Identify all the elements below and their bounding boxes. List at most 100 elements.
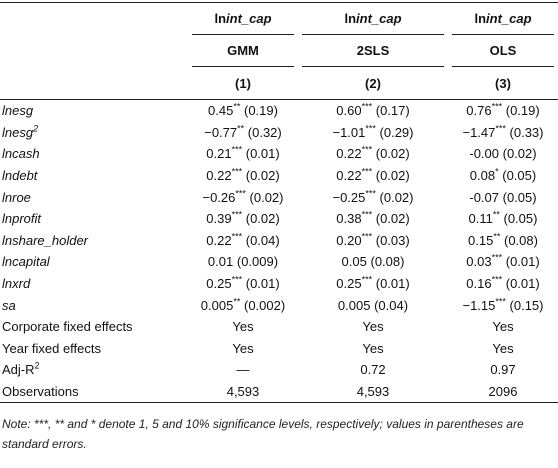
standard-error: (0.29) — [379, 124, 414, 140]
column-number: (3) — [495, 75, 511, 91]
coefficient: 0.005 — [200, 297, 234, 313]
coefficient: Yes — [492, 319, 514, 335]
coefficient: 0.22 — [336, 146, 362, 162]
standard-error: (0.19) — [505, 103, 540, 119]
significance-stars: *** — [491, 274, 503, 285]
coefficient: 0.11 — [468, 211, 493, 227]
coefficient: 0.76 — [466, 103, 492, 119]
data-row: Year fixed effects Yes Yes Yes — [0, 338, 558, 360]
row-label: lncash — [0, 143, 188, 165]
standard-error: (0.01) — [505, 254, 540, 270]
method: 2SLS — [302, 35, 444, 67]
significance-stars: * — [495, 166, 499, 177]
cell: 0.15** (0.08) — [448, 230, 558, 252]
cell: 0.76*** (0.19) — [448, 100, 558, 122]
header-cell: GMM — [188, 35, 298, 67]
cell: 0.005 (0.04) — [298, 294, 448, 316]
cell: 0.25*** (0.01) — [188, 273, 298, 295]
cell: Yes — [448, 338, 558, 360]
cell: 0.25*** (0.01) — [298, 273, 448, 295]
cell: −0.25*** (0.02) — [298, 186, 448, 208]
data-row: lnshare_holder 0.22*** (0.04) 0.20*** (0.0… — [0, 230, 558, 252]
label-text: lnesg — [2, 103, 34, 119]
coefficient: Yes — [492, 340, 514, 356]
coefficient: 0.22 — [206, 232, 232, 248]
data-row: Adj-R2 — 0.72 0.97 — [0, 359, 558, 381]
row-label: lnesg — [0, 100, 188, 122]
data-row: lncash 0.21*** (0.01) 0.22*** (0.02) -0.00 … — [0, 143, 558, 165]
header-cell: (3) — [448, 67, 558, 100]
standard-error: (0.02) — [245, 211, 280, 227]
cell: −1.15*** (0.15) — [448, 294, 558, 316]
standard-error: (0.002) — [243, 297, 286, 313]
coefficient: −1.15 — [462, 297, 496, 313]
coefficient: −0.77 — [204, 124, 238, 140]
row-label: lncapital — [0, 251, 188, 273]
standard-error: (0.05) — [502, 189, 537, 205]
dep-italic: int_cap — [356, 11, 402, 26]
coefficient: 0.60 — [336, 103, 362, 119]
cell: 0.11** (0.05) — [448, 208, 558, 230]
header-row: GMM 2SLS OLS — [0, 35, 558, 67]
significance-stars: *** — [491, 253, 503, 264]
cell: 0.22*** (0.04) — [188, 230, 298, 252]
significance-stars: *** — [491, 101, 503, 112]
standard-error: (0.32) — [247, 124, 282, 140]
label-text: Adj-R — [2, 362, 35, 378]
cell: 0.60*** (0.17) — [298, 100, 448, 122]
coefficient: -0.07 — [469, 189, 500, 205]
dep-italic: int_cap — [486, 11, 532, 26]
method: GMM — [192, 35, 294, 67]
standard-error: (0.08) — [370, 254, 405, 270]
cell: 0.20*** (0.03) — [298, 230, 448, 252]
coefficient: 0.05 — [341, 254, 367, 270]
cell: 0.16*** (0.01) — [448, 273, 558, 295]
standard-error: (0.05) — [502, 168, 537, 184]
cell: 0.01 (0.009) — [188, 251, 298, 273]
data-row: Observations 4,593 4,593 2096 — [0, 381, 558, 403]
significance-stars: *** — [361, 209, 373, 220]
coefficient: -0.00 — [469, 146, 500, 162]
data-row: lnesg 0.45** (0.19) 0.60*** (0.17) 0.76*** … — [0, 100, 558, 122]
coefficient: 0.03 — [466, 254, 492, 270]
header-cell — [0, 67, 188, 100]
coefficient: Yes — [232, 340, 254, 356]
significance-stars: *** — [361, 166, 373, 177]
row-label: Year fixed effects — [0, 338, 188, 360]
label-text: lncash — [2, 146, 40, 162]
significance-stars: *** — [365, 123, 376, 134]
label-text: lnesg2 — [2, 123, 39, 140]
cell: −0.26*** (0.02) — [188, 186, 298, 208]
standard-error: (0.17) — [375, 103, 410, 119]
cell: -0.07 (0.05) — [448, 186, 558, 208]
coefficient: −0.25 — [332, 189, 366, 205]
significance-stars: *** — [361, 231, 373, 242]
significance-stars: *** — [361, 101, 373, 112]
standard-error: (0.08) — [503, 232, 538, 248]
dep-prefix: ln — [344, 11, 357, 26]
label-text: lnxrd — [2, 276, 31, 292]
cell: −1.47*** (0.33) — [448, 122, 558, 144]
standard-error: (0.02) — [502, 146, 537, 162]
standard-error: (0.04) — [374, 297, 409, 313]
significance-stars: *** — [231, 274, 243, 285]
label-superscript: 2 — [34, 361, 40, 372]
cell: 0.39*** (0.02) — [188, 208, 298, 230]
coefficient: 0.15 — [468, 232, 494, 248]
standard-error: (0.01) — [245, 276, 280, 292]
coefficient: 4,593 — [356, 384, 390, 400]
standard-error: (0.02) — [375, 146, 410, 162]
standard-error: (0.05) — [503, 211, 538, 227]
table-body: lnint_cap lnint_cap lnint_cap GMM 2SLS OLS (1)… — [0, 3, 558, 403]
cell: -0.00 (0.02) — [448, 143, 558, 165]
header-cell: lnint_cap — [298, 3, 448, 35]
cell: 0.72 — [298, 359, 448, 381]
standard-error: (0.02) — [375, 211, 410, 227]
row-label: sa — [0, 294, 188, 316]
cell: Yes — [298, 316, 448, 338]
significance-stars: *** — [495, 123, 506, 134]
coefficient: 0.20 — [336, 232, 362, 248]
row-label: lnprofit — [0, 208, 188, 230]
column-number: (2) — [365, 75, 381, 91]
